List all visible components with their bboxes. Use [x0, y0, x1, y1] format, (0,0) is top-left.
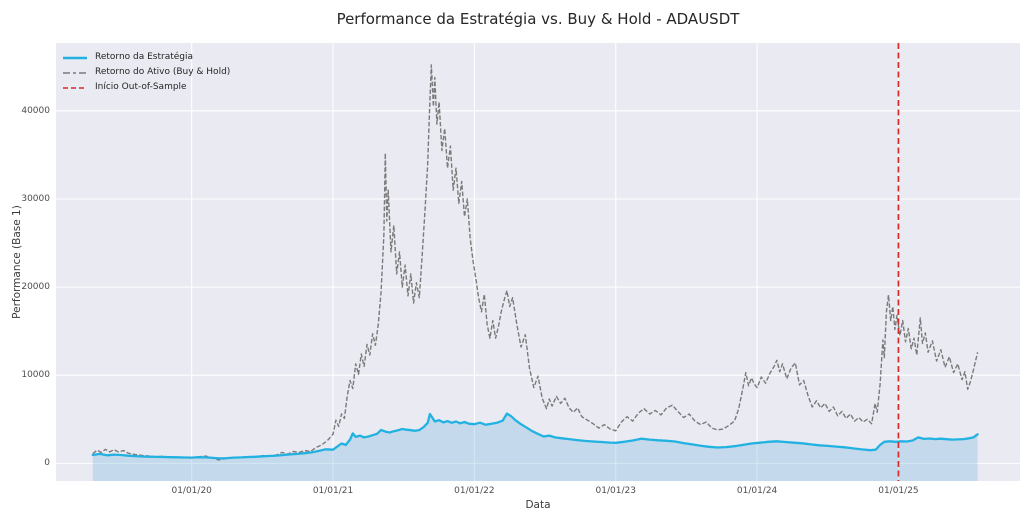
x-tick-label: 01/01/23 — [595, 486, 636, 496]
strategy-area-fill — [92, 413, 978, 481]
legend-label-strategy: Retorno da Estratégia — [95, 52, 194, 62]
y-tick-label: 0 — [44, 458, 50, 469]
y-tick-label: 40000 — [21, 105, 50, 116]
series-strategy-line — [91, 412, 979, 460]
legend-item-buyhold: Retorno do Ativo (Buy & Hold) — [62, 65, 230, 80]
x-axis-label: Data — [525, 499, 551, 511]
y-tick-label: 20000 — [21, 282, 50, 293]
legend-item-oos: Início Out-of-Sample — [62, 80, 230, 95]
plot-area — [56, 43, 1020, 481]
x-tick-label: 01/01/20 — [171, 486, 212, 496]
series-buyhold-line — [92, 64, 979, 461]
y-tick-label: 30000 — [21, 193, 50, 204]
x-tick-label: 01/01/25 — [878, 486, 919, 496]
legend: Retorno da Estratégia Retorno do Ativo (… — [62, 50, 230, 95]
legend-item-strategy: Retorno da Estratégia — [62, 50, 230, 65]
chart-title: Performance da Estratégia vs. Buy & Hold… — [336, 10, 740, 28]
x-tick-label: 01/01/22 — [454, 486, 495, 496]
x-tick-label: 01/01/24 — [736, 486, 778, 496]
legend-label-buyhold: Retorno do Ativo (Buy & Hold) — [95, 67, 231, 77]
legend-line-strategy-icon — [63, 56, 87, 59]
legend-line-buyhold-icon — [63, 71, 87, 74]
y-tick-label: 10000 — [21, 370, 50, 381]
legend-label-oos: Início Out-of-Sample — [95, 82, 187, 92]
y-axis-label: Performance (Base 1) — [11, 205, 23, 319]
legend-line-oos-icon — [63, 86, 87, 89]
x-tick-label: 01/01/21 — [312, 486, 354, 496]
